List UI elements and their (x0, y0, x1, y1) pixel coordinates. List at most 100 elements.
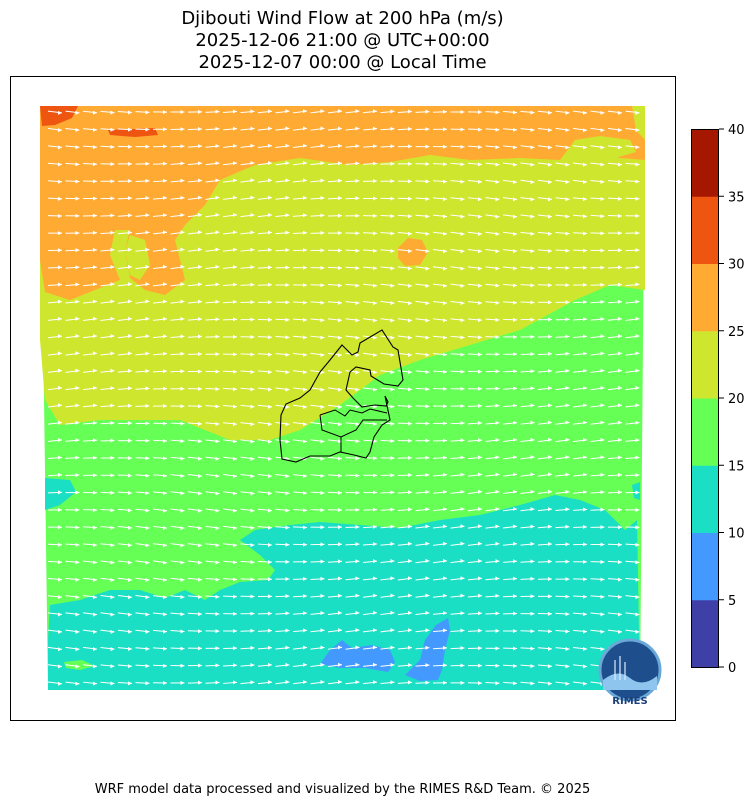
wind-arrow-head (513, 559, 517, 564)
wind-arrow-head (320, 404, 325, 409)
wind-arrow-head (530, 472, 535, 477)
wind-arrow-head (390, 353, 395, 358)
wind-arrow-head (58, 420, 62, 425)
wind-arrow-head (268, 265, 272, 270)
wind-arrow-head (180, 110, 185, 115)
wind-arrow-head (250, 195, 255, 200)
wind-arrow-head (635, 334, 640, 339)
wind-arrow-head (565, 214, 570, 219)
wind-arrow-head (583, 145, 587, 150)
wind-arrow-head (425, 663, 430, 668)
wind-arrow-head (460, 593, 465, 598)
wind-arrow-head (128, 282, 132, 287)
wind-arrow-head (338, 508, 342, 513)
wind-arrow-head (250, 645, 255, 650)
wind-arrow-head (495, 352, 500, 357)
wind-arrow-head (355, 335, 360, 340)
wind-arrow-head (93, 681, 97, 686)
wind-arrow-head (145, 543, 150, 548)
wind-arrow-head (478, 386, 482, 391)
wind-arrow-head (530, 489, 535, 494)
wind-arrow-head (285, 230, 290, 235)
wind-arrow-head (145, 577, 150, 582)
wind-arrow-head (530, 145, 535, 150)
wind-arrow-head (495, 403, 500, 408)
wind-arrow-head (163, 681, 167, 686)
wind-arrow-head (250, 230, 255, 235)
wind-arrow-head (338, 473, 342, 478)
wind-arrow-head (303, 473, 307, 478)
wind-arrow-head (145, 247, 150, 252)
wind-arrow-head (163, 282, 167, 287)
wind-arrow-head (548, 368, 552, 373)
wind-arrow-head (58, 525, 62, 530)
wind-arrow-head (320, 248, 325, 253)
wind-arrow-head (513, 145, 517, 150)
wind-arrow-head (303, 335, 307, 340)
wind-arrow-head (583, 629, 587, 634)
wind-arrow-head (635, 420, 640, 425)
wind-arrow-head (583, 647, 587, 652)
wind-arrow-head (233, 404, 237, 409)
wind-arrow-head (93, 316, 97, 321)
wind-arrow-head (268, 525, 272, 530)
wind-arrow-head (198, 386, 202, 391)
wind-arrow-head (600, 179, 605, 184)
wind-arrow-head (58, 490, 62, 495)
wind-arrow-head (198, 646, 202, 651)
wind-arrow-head (198, 508, 202, 513)
wind-arrow-head (180, 230, 185, 235)
wind-arrow-head (285, 317, 290, 322)
wind-arrow-head (215, 109, 220, 114)
wind-arrow-head (583, 420, 587, 425)
wind-arrow-head (583, 162, 587, 167)
wind-arrow-head (285, 195, 290, 200)
wind-arrow-head (548, 110, 552, 115)
wind-arrow-head (583, 248, 587, 253)
wind-arrow-head (58, 542, 62, 547)
wind-arrow-head (478, 593, 482, 598)
wind-arrow-head (93, 368, 97, 373)
wind-arrow-head (495, 646, 500, 651)
wind-arrow-head (443, 179, 447, 184)
wind-arrow-head (145, 491, 150, 496)
wind-arrow-head (408, 404, 412, 409)
wind-arrow-head (443, 680, 447, 685)
wind-arrow-head (548, 266, 552, 271)
wind-arrow-head (338, 576, 342, 581)
wind-arrow-head (425, 231, 430, 236)
wind-arrow-head (478, 318, 482, 323)
wind-arrow-head (233, 247, 237, 252)
wind-arrow-head (58, 299, 62, 304)
wind-arrow-head (215, 195, 220, 200)
wind-arrow-head (635, 490, 640, 495)
wind-arrow-head (180, 212, 185, 217)
wind-arrow-head (58, 560, 62, 565)
wind-arrow-head (128, 230, 132, 235)
wind-arrow-head (233, 317, 237, 322)
wind-arrow-head (408, 144, 412, 149)
wind-arrow-head (548, 317, 552, 322)
wind-arrow-head (635, 128, 640, 133)
wind-arrow-head (495, 300, 500, 305)
wind-arrow-head (75, 664, 80, 669)
wind-arrow-head (565, 577, 570, 582)
wind-arrow-head (58, 351, 62, 356)
wind-arrow-head (285, 335, 290, 340)
wind-arrow-head (198, 299, 202, 304)
wind-arrow-head (93, 508, 97, 513)
wind-arrow-head (285, 143, 290, 148)
wind-arrow-head (320, 300, 325, 305)
wind-arrow-head (618, 128, 622, 133)
wind-arrow-head (93, 420, 97, 425)
wind-arrow-head (268, 370, 272, 375)
colorbar-tick-label: 20 (728, 392, 745, 407)
wind-arrow-head (303, 611, 307, 616)
wind-arrow-head (338, 422, 342, 427)
wind-arrow-head (513, 663, 517, 668)
colorbar-band (691, 263, 719, 332)
wind-arrow-head (513, 214, 517, 219)
wind-arrow-head (250, 335, 255, 340)
wind-arrow-head (180, 264, 185, 269)
wind-arrow-head (513, 455, 517, 460)
